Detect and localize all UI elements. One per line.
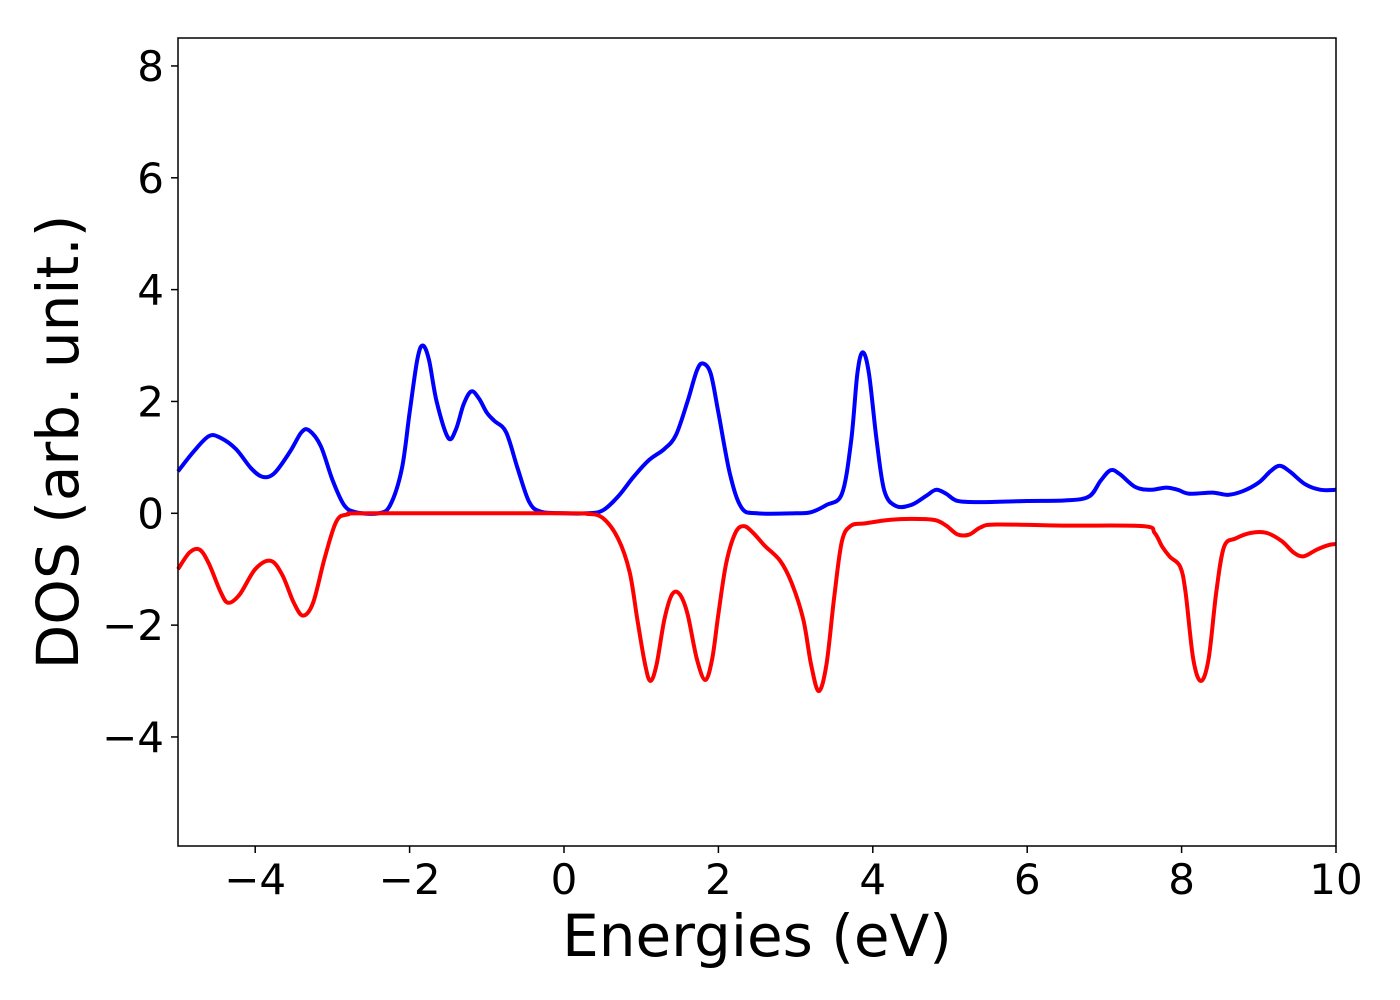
x-axis-label: Energies (eV) [562, 902, 952, 970]
x-tick-label: 6 [1014, 855, 1041, 904]
y-tick-label: 6 [137, 154, 164, 203]
x-tick-label: 0 [551, 855, 578, 904]
x-axis-ticks: −4 −2 0 2 4 6 8 10 [224, 846, 1363, 904]
x-tick-label: −4 [224, 855, 286, 904]
y-tick-label: −2 [102, 601, 164, 650]
x-tick-label: 8 [1168, 855, 1195, 904]
y-tick-label: −4 [102, 713, 164, 762]
x-tick-label: 4 [859, 855, 886, 904]
series-line-2 [176, 511, 1337, 694]
y-tick-label: 0 [137, 489, 164, 538]
y-axis-ticks: −4 −2 0 2 4 6 8 [102, 42, 178, 762]
y-axis-label: DOS (arb. unit.) [24, 215, 92, 670]
y-tick-label: 8 [137, 42, 164, 91]
series-layer [176, 343, 1337, 694]
x-tick-label: 2 [705, 855, 732, 904]
y-tick-label: 4 [137, 266, 164, 315]
y-tick-label: 2 [137, 377, 164, 426]
x-tick-label: 10 [1309, 855, 1362, 904]
x-tick-label: −2 [379, 855, 441, 904]
plot-frame [177, 37, 1337, 847]
